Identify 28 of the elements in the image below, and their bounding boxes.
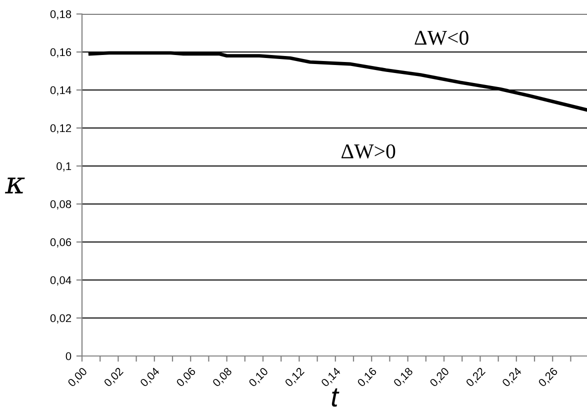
x-tick-label: 0,02: [103, 367, 125, 388]
y-tick-label: 0,12: [50, 124, 72, 134]
x-tick-label: 0,20: [429, 366, 450, 388]
y-tick-label: 0,16: [50, 48, 72, 58]
x-tick-label: 0,10: [248, 366, 270, 388]
x-tick-label: 0,04: [140, 366, 161, 388]
y-tick-label: 0,14: [50, 86, 72, 96]
x-tick-label: 0,24: [502, 366, 523, 388]
x-tick-label: 0,06: [176, 366, 197, 388]
annotation: ΔW>0: [342, 144, 396, 159]
y-tick-label: 0: [66, 352, 72, 360]
x-tick-label: 0,08: [212, 366, 234, 388]
x-tick-label: 0,12: [284, 367, 306, 388]
annotation: ΔW<0: [414, 30, 468, 45]
y-tick-label: 0,1: [56, 162, 72, 172]
x-tick-label: 0,14: [320, 366, 342, 388]
x-tick-label: 0,00: [67, 366, 88, 388]
y-tick-label: 0,18: [50, 10, 72, 20]
y-axis-title: κ: [4, 178, 25, 194]
x-tick-label: 0,26: [538, 366, 559, 388]
x-tick-label: 0,18: [393, 366, 414, 388]
x-tick-label: 0,16: [356, 366, 378, 388]
y-tick-label: 0,02: [50, 314, 72, 324]
y-tick-label: 0,08: [50, 200, 72, 210]
y-tick-label: 0,06: [50, 238, 72, 248]
y-tick-label: 0,04: [50, 276, 72, 286]
x-axis-title: t: [332, 388, 340, 407]
x-tick-label: 0,22: [465, 367, 487, 388]
